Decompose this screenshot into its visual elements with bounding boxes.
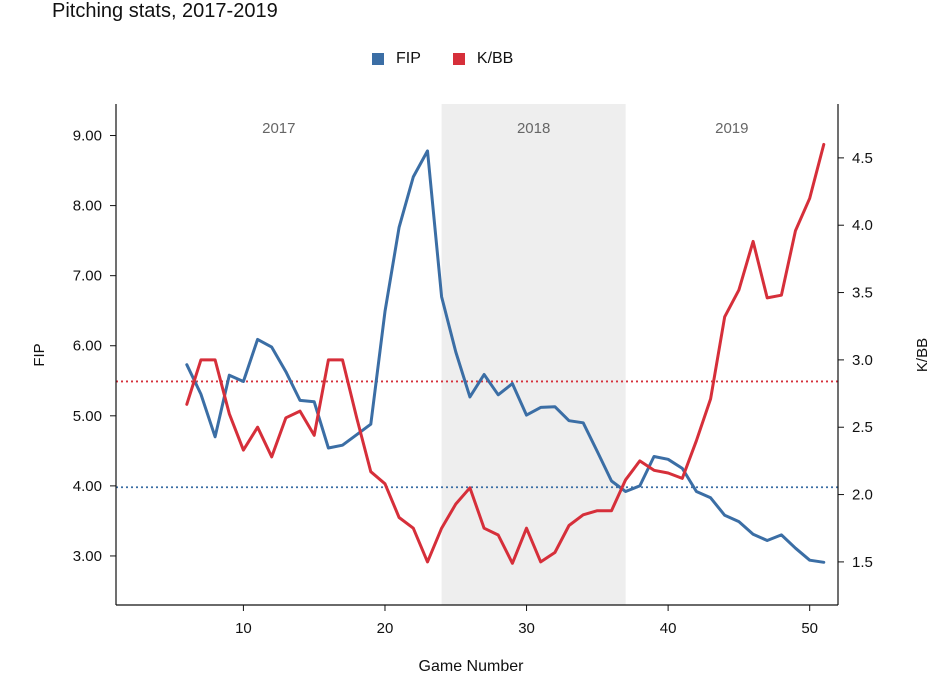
y-right-tick-label-1: 2.0	[852, 487, 873, 504]
region-shade-2018	[441, 104, 626, 605]
y-left-tick-label-0: 3.00	[73, 548, 102, 565]
region-label-2017: 2017	[262, 120, 295, 137]
legend-label-fip: FIP	[396, 50, 421, 67]
legend: FIP K/BB	[372, 50, 545, 68]
legend-swatch-kbb	[452, 53, 465, 65]
year-regions: 2017 2018 2019	[262, 104, 749, 605]
y-right-tick-label-6: 4.5	[852, 150, 873, 167]
y-left-tick-label-6: 9.00	[73, 128, 102, 145]
chart-title: Pitching stats, 2017-2019	[52, 0, 278, 22]
y-right-tick-label-5: 4.0	[852, 217, 873, 234]
y-right-tick-label-2: 2.5	[852, 419, 873, 436]
reference-lines	[116, 380, 838, 489]
legend-item-fip[interactable]: FIP	[372, 50, 421, 68]
x-tick-label-30: 30	[518, 620, 535, 637]
x-tick-label-50: 50	[801, 620, 818, 637]
series-line-fip	[185, 149, 826, 564]
x-tick-label-20: 20	[377, 620, 394, 637]
y-left-tick-label-2: 5.00	[73, 408, 102, 425]
series-line-k-bb	[185, 142, 826, 565]
y-right-tick-label-3: 3.0	[852, 352, 873, 369]
region-label-2019: 2019	[715, 120, 748, 137]
y-left-tick-label-4: 7.00	[73, 268, 102, 285]
x-tick-label-40: 40	[660, 620, 677, 637]
y-right-tick-label-4: 3.5	[852, 285, 873, 302]
x-tick-label-10: 10	[235, 620, 252, 637]
y-left-tick-label-3: 6.00	[73, 338, 102, 355]
y-axis-label-right: K/BB	[914, 338, 931, 372]
y-axis-label-left: FIP	[31, 343, 48, 366]
legend-item-kbb[interactable]: K/BB	[452, 50, 514, 68]
legend-swatch-fip	[372, 53, 384, 65]
legend-label-kbb: K/BB	[476, 50, 514, 67]
series-lines	[185, 142, 826, 565]
region-label-2018: 2018	[517, 120, 550, 137]
y-right-tick-label-0: 1.5	[852, 554, 873, 571]
axes: 10 20 30 40 50 3.00 4.00 5.00 6.00 7.00 8.00 9.00 1.…	[73, 104, 873, 637]
y-left-tick-label-5: 8.00	[73, 198, 102, 215]
y-left-tick-label-1: 4.00	[73, 478, 102, 495]
x-axis-label: Game Number	[419, 658, 525, 675]
